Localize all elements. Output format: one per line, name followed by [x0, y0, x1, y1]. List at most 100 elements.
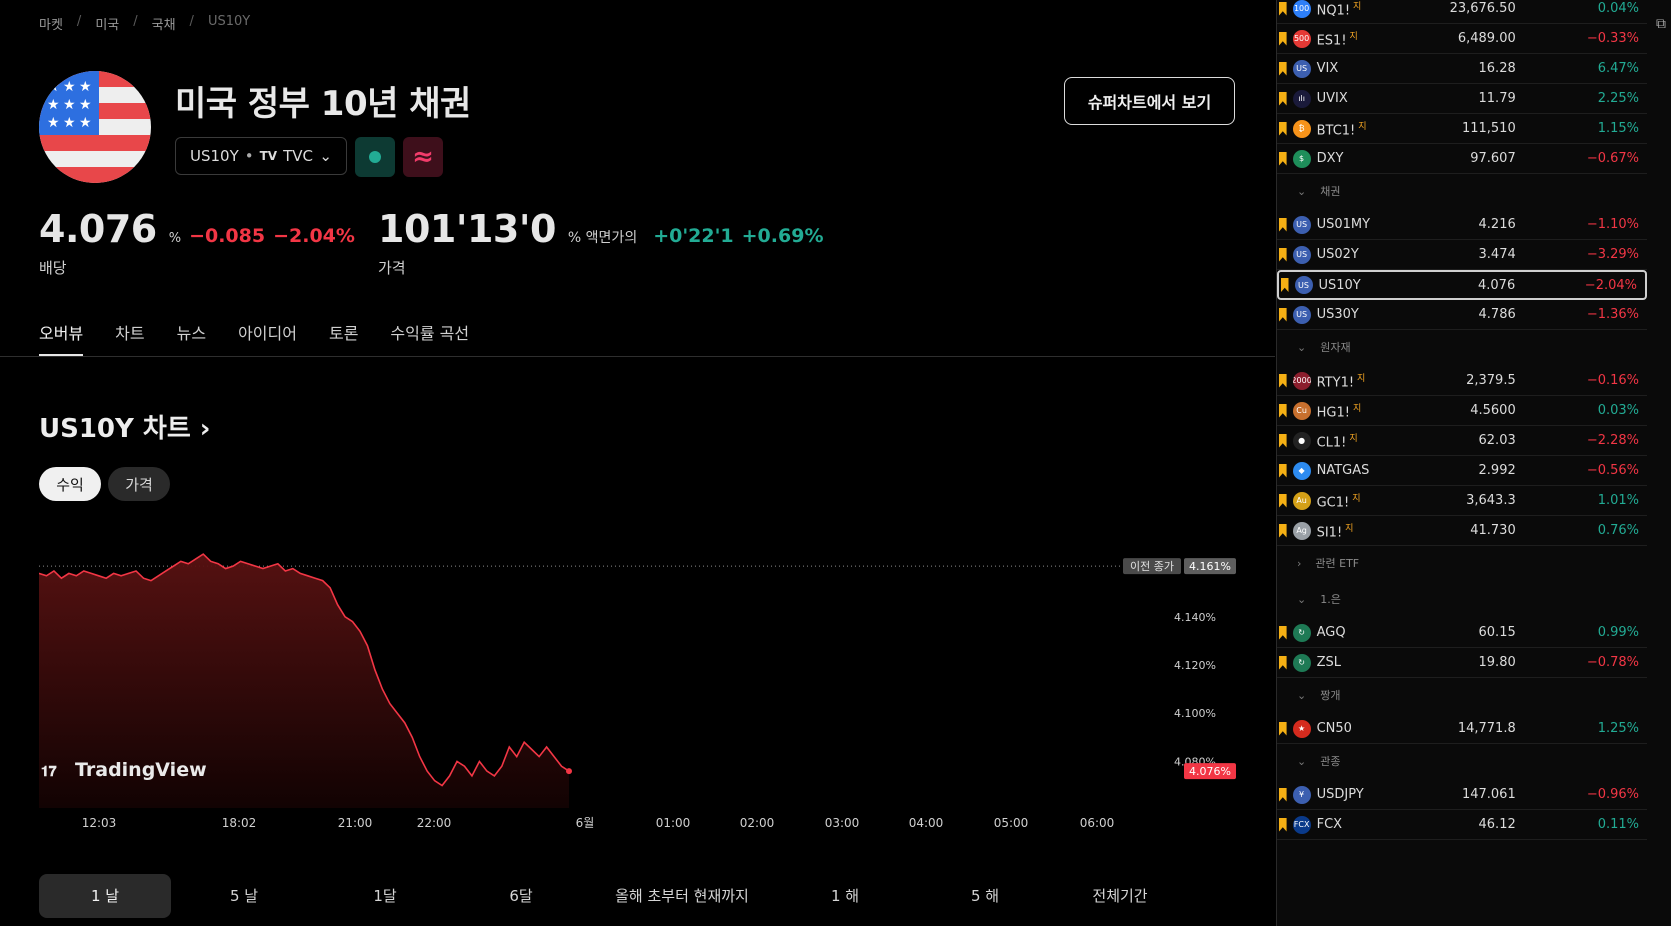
price-change: +0'22'1	[653, 225, 734, 247]
bookmark-flag-icon[interactable]	[1279, 787, 1287, 802]
watchlist-row-natgas[interactable]: ◆ NATGAS 2.992 −0.56%	[1277, 456, 1647, 486]
tab-chart[interactable]: 차트	[115, 324, 145, 343]
watchlist-row-hg1[interactable]: Cu HG1! 지 4.5600 0.03%	[1277, 396, 1647, 426]
watchlist-symbol: US02Y	[1316, 247, 1359, 262]
tab-yield-curve[interactable]: 수익률 곡선	[390, 324, 470, 343]
bookmark-flag-icon[interactable]	[1279, 247, 1287, 262]
watchlist-row-us30y[interactable]: US US30Y 4.786 −1.36%	[1277, 300, 1647, 330]
x-tick-label: 6월	[576, 816, 595, 830]
range-1m[interactable]: 1달	[373, 887, 397, 905]
breadcrumb-us[interactable]: 미국	[95, 18, 120, 33]
svg-text:★: ★	[63, 79, 76, 95]
watchlist-row-gc1[interactable]: Au GC1! 지 3,643.3 1.01%	[1277, 486, 1647, 516]
yield-change: −0.085	[189, 225, 266, 247]
tab-ideas[interactable]: 아이디어	[238, 324, 297, 343]
section-label: 관련 ETF	[1315, 557, 1360, 570]
watchlist-row-es1[interactable]: 500 ES1! 지 6,489.00 −0.33%	[1277, 24, 1647, 54]
bookmark-flag-icon[interactable]	[1279, 151, 1287, 166]
section-bonds[interactable]: ⌄ 채권	[1277, 176, 1647, 206]
bookmark-flag-icon[interactable]	[1279, 403, 1287, 418]
bookmark-flag-icon[interactable]	[1279, 217, 1287, 232]
price-label: 가격	[378, 259, 406, 277]
bookmark-flag-icon[interactable]	[1279, 433, 1287, 448]
range-1d[interactable]: 1 날	[39, 874, 171, 918]
bookmark-flag-icon[interactable]	[1279, 817, 1287, 832]
breadcrumb-bonds[interactable]: 국채	[151, 18, 176, 33]
symbol-logo-icon: ↻	[1292, 653, 1311, 672]
yield-change-pct: −2.04%	[273, 225, 355, 247]
watchlist-row-agq[interactable]: ↻ AGQ 60.15 0.99%	[1277, 618, 1647, 648]
watchlist-change: 0.99%	[1597, 625, 1640, 640]
bookmark-flag-icon[interactable]	[1279, 121, 1287, 136]
section-silver[interactable]: ⌄ 1.은	[1277, 584, 1647, 614]
svg-text:★: ★	[63, 115, 76, 131]
bookmark-flag-icon[interactable]	[1279, 31, 1287, 46]
section-china[interactable]: ⌄ 짱개	[1277, 680, 1647, 710]
bookmark-flag-icon[interactable]	[1279, 91, 1287, 106]
watchlist-sidebar: 100 NQ1! 지 23,676.50 0.04% 500 ES1! 지 6,489.00 −0…	[1276, 0, 1671, 926]
price-chart[interactable]: 4.140% 4.120% 4.100% 4.080% 이전 종가 4.161% 4.076…	[38, 520, 1239, 840]
yield-block: 4.076 % −0.085 −2.04% 배당	[39, 207, 355, 278]
watchlist-row-cn50[interactable]: ★ CN50 14,771.8 1.25%	[1277, 714, 1647, 744]
watchlist-row-us01my[interactable]: US US01MY 4.216 −1.10%	[1277, 210, 1647, 240]
range-6m[interactable]: 6달	[509, 887, 533, 905]
watchlist-row-cl1[interactable]: ● CL1! 지 62.03 −2.28%	[1277, 426, 1647, 456]
svg-text:★: ★	[79, 115, 92, 131]
chart-heading-link[interactable]: US10Y 차트 ›	[39, 408, 211, 445]
bookmark-flag-icon[interactable]	[1279, 625, 1287, 640]
toggle-price[interactable]: 가격	[108, 467, 170, 501]
section-etf[interactable]: › 관련 ETF	[1277, 548, 1647, 578]
watchlist-last: 46.12	[1478, 817, 1516, 832]
symbol-logo-icon: ↻	[1292, 623, 1311, 642]
bookmark-flag-icon[interactable]	[1279, 523, 1287, 538]
symbol-selector[interactable]: US10Y • TV TVC ⌄	[175, 137, 347, 175]
range-1y[interactable]: 1 해	[830, 887, 860, 905]
chevron-right-icon: ›	[1297, 556, 1302, 570]
bookmark-flag-icon[interactable]	[1279, 721, 1287, 736]
bookmark-flag-icon[interactable]	[1279, 655, 1287, 670]
watchlist-row-si1[interactable]: Ag SI1! 지 41.730 0.76%	[1277, 516, 1647, 546]
watchlist-row-usdjpy[interactable]: ¥ USDJPY 147.061 −0.96%	[1277, 780, 1647, 810]
market-status-button[interactable]	[355, 137, 395, 177]
bookmark-flag-icon[interactable]	[1279, 373, 1287, 388]
watchlist-change: 0.76%	[1597, 523, 1640, 538]
tab-overview[interactable]: 오버뷰	[39, 320, 84, 357]
symbol-logo-icon: ¥	[1292, 785, 1311, 804]
toggle-yield[interactable]: 수익	[39, 467, 101, 501]
watchlist-row-vix[interactable]: US VIX 16.28 6.47%	[1277, 54, 1647, 84]
watchlist-last: 11.79	[1478, 91, 1516, 106]
watchlist-row-fcx[interactable]: FCX FCX 46.12 0.11%	[1277, 810, 1647, 840]
range-5d[interactable]: 5 날	[229, 887, 259, 905]
page-title: 미국 정부 10년 채권	[175, 84, 471, 124]
watchlist-row-zsl[interactable]: ↻ ZSL 19.80 −0.78%	[1277, 648, 1647, 678]
svg-text:★: ★	[63, 97, 76, 113]
section-watch[interactable]: ⌄ 관종	[1277, 746, 1647, 776]
watchlist-row-uvix[interactable]: ılı UVIX 11.79 2.25%	[1277, 84, 1647, 114]
range-ytd[interactable]: 올해 초부터 현재까지	[615, 887, 749, 905]
compare-button[interactable]: ≈	[403, 137, 443, 177]
bookmark-flag-icon[interactable]	[1279, 61, 1287, 76]
watchlist-row-btc1[interactable]: ₿ BTC1! 지 111,510 1.15%	[1277, 114, 1647, 144]
watchlist-row-us02y[interactable]: US US02Y 3.474 −3.29%	[1277, 240, 1647, 270]
bookmark-flag-icon[interactable]	[1279, 307, 1287, 322]
bookmark-flag-icon[interactable]	[1279, 1, 1287, 16]
tab-discussion[interactable]: 토론	[328, 324, 359, 343]
range-5y[interactable]: 5 해	[970, 887, 1000, 905]
panel-toggle-icon[interactable]: ⧉	[1656, 16, 1666, 32]
section-commodities[interactable]: ⌄ 원자재	[1277, 332, 1647, 362]
yield-label: 배당	[39, 259, 67, 277]
open-supercharts-button[interactable]: 슈퍼차트에서 보기	[1064, 77, 1235, 125]
bookmark-flag-icon[interactable]	[1279, 463, 1287, 478]
watchlist-row-rty1[interactable]: 2000 RTY1! 지 2,379.5 −0.16%	[1277, 366, 1647, 396]
symbol-logo-icon: US	[1292, 245, 1311, 264]
watchlist-row-dxy[interactable]: $ DXY 97.607 −0.67%	[1277, 144, 1647, 174]
breadcrumb-markets[interactable]: 마켓	[39, 18, 63, 33]
range-all[interactable]: 전체기간	[1092, 887, 1148, 905]
bookmark-flag-icon[interactable]	[1281, 278, 1289, 292]
watchlist-change: 6.47%	[1597, 61, 1640, 76]
watchlist-change: 1.25%	[1597, 721, 1640, 736]
watchlist-row-nq1[interactable]: 100 NQ1! 지 23,676.50 0.04%	[1277, 0, 1647, 24]
tab-news[interactable]: 뉴스	[176, 324, 207, 343]
watchlist-row-us10y[interactable]: US US10Y 4.076 −2.04%	[1277, 270, 1647, 300]
bookmark-flag-icon[interactable]	[1279, 493, 1287, 508]
